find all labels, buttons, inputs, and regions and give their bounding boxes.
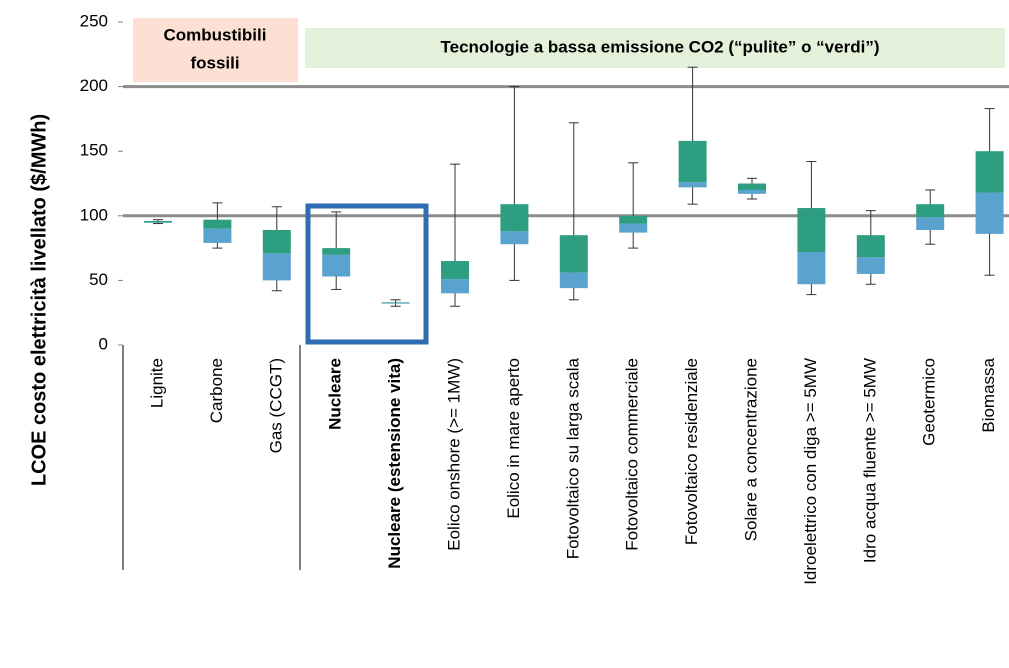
box-upper [203, 219, 232, 229]
x-tick-label: Fotovoltaico residenziale [682, 358, 701, 545]
x-tick-label: Eolico in mare aperto [504, 358, 523, 519]
x-tick-label: Nucleare [326, 358, 345, 430]
box-upper [619, 215, 648, 224]
box-upper [262, 230, 291, 254]
x-tick-label: Idro acqua fluente >= 5MW [860, 358, 879, 563]
box-upper [441, 261, 469, 280]
box-lower [144, 222, 172, 223]
box-lower [322, 254, 351, 277]
box-upper [500, 204, 529, 232]
y-tick-label: 250 [80, 11, 108, 30]
box-lower [738, 189, 766, 194]
y-tick-label: 100 [80, 205, 108, 224]
box-upper [856, 235, 885, 258]
x-tick-label: Biomassa [979, 357, 998, 432]
box-lower [559, 272, 588, 289]
box-upper [797, 208, 826, 252]
clean-box [305, 28, 1005, 68]
x-tick-label: Gas (CCGT) [266, 358, 285, 453]
box-lower [381, 303, 410, 304]
x-tick-label: Carbone [207, 358, 226, 423]
box-lower [500, 231, 529, 245]
box-lower [975, 192, 1004, 234]
x-tick-label: Idroelettrico con diga >= 5MW [801, 358, 820, 585]
y-tick-label: 200 [80, 76, 108, 95]
box-lower [441, 279, 469, 294]
x-tick-label: Nucleare (estensione vita) [385, 358, 404, 569]
annotation: Tecnologie a bassa emissione CO2 (“pulit… [441, 37, 880, 56]
x-tick-label: Fotovoltaico commerciale [623, 358, 642, 551]
box-upper [322, 248, 351, 255]
box-upper [381, 302, 410, 304]
y-tick-label: 0 [99, 334, 108, 353]
box-lower [203, 228, 232, 243]
annotation: fossili [190, 53, 239, 72]
box-upper [678, 140, 707, 183]
box-lower [262, 253, 291, 281]
y-axis-label: LCOE costo elettricità livellato ($/MWh) [28, 114, 50, 486]
box-lower [797, 251, 826, 285]
highlight-frame [305, 203, 429, 345]
box-upper [559, 235, 588, 273]
x-tick-label: Lignite [147, 358, 166, 408]
box-upper [144, 220, 172, 223]
x-tick-label: Eolico onshore (>= 1MW) [444, 358, 463, 551]
fossil-box [133, 18, 298, 82]
annotation: Combustibili [164, 25, 267, 44]
x-tick-label: Fotovoltaico su larga scala [563, 357, 582, 559]
y-tick-label: 50 [89, 270, 108, 289]
y-tick-label: 150 [80, 141, 108, 160]
box-upper [975, 151, 1004, 193]
box-upper [916, 204, 945, 218]
box-lower [916, 217, 945, 231]
box-lower [856, 257, 885, 274]
box-lower [678, 182, 707, 188]
box-upper [738, 183, 766, 190]
box-lower [619, 223, 648, 233]
x-tick-label: Solare a concentrazione [741, 358, 760, 541]
x-tick-label: Geotermico [920, 358, 939, 446]
